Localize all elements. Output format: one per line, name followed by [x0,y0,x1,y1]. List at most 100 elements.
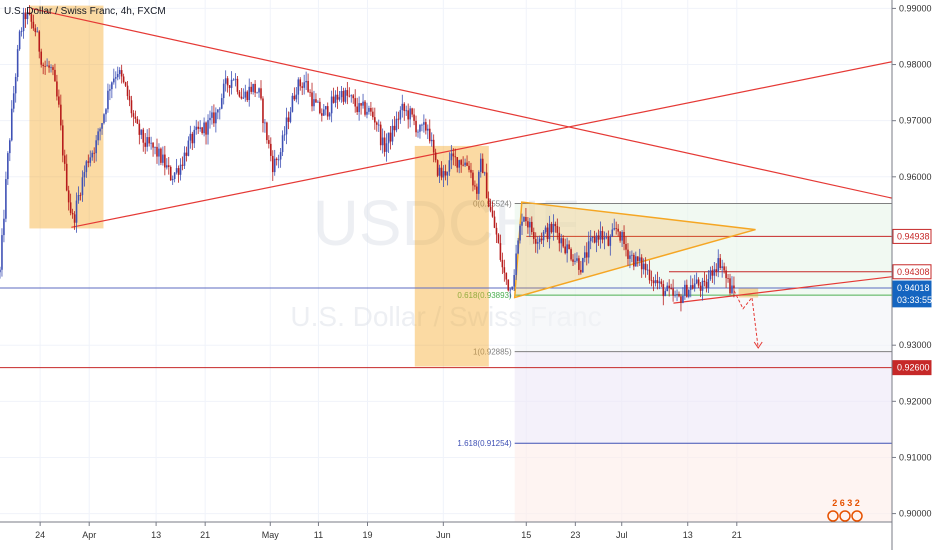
candle-body [476,186,478,194]
candle-body [28,12,31,15]
candle-body [207,120,209,135]
x-tick-label: Jul [616,530,628,540]
candle-body [605,236,608,238]
x-tick-label: 23 [570,530,580,540]
x-tick-label: Jun [436,530,451,540]
candle-body [723,266,725,271]
candle-body [60,104,62,126]
candle-body [85,161,88,173]
candle-body [240,96,243,99]
candle-body [603,237,606,240]
candle-body [576,258,578,261]
candle-body [18,31,21,50]
candle-body [574,260,576,262]
candle-body [613,228,616,230]
candle-body [578,258,580,270]
candle-body [226,78,229,86]
candle-body [478,171,480,194]
candle-body [332,96,335,103]
candle-body [733,285,735,289]
candle-body [648,269,651,281]
candle-body [460,160,462,165]
candle-body [113,78,115,83]
candle-body [401,103,404,111]
candle-body [570,249,572,260]
candle-body [0,269,1,273]
candle-body [330,96,333,114]
candle-body [191,133,194,144]
candle-body [167,165,170,167]
fibonacci-layer: 0(0.95524)0.618(0.93893)1(0.92885)1.618(… [457,200,892,522]
candle-body [254,83,256,93]
candle-body [646,269,649,271]
candle-body [688,289,690,297]
candle-body [315,99,317,103]
candle-body [572,259,574,262]
candle-body [262,98,264,124]
candle-body [430,139,433,142]
candle-body [142,129,145,143]
candle-body [707,279,710,288]
candle-body [230,79,233,88]
candle-body [344,90,347,102]
candle-body [256,92,258,94]
candle-body [152,142,154,148]
y-tick-label: 0.97000 [899,116,932,126]
candle-body [458,160,461,168]
candle-body [686,284,688,297]
fib-zone [514,351,892,444]
candle-body [334,94,337,103]
candle-body [103,114,105,124]
candle-body [258,88,260,93]
candle-body [203,122,205,134]
candle-body [397,118,400,120]
projection-arrowhead [753,341,763,349]
candle-body [164,154,166,168]
fib-zone [514,295,892,352]
candle-body [328,113,331,117]
candle-body [678,293,680,297]
candle-body [273,158,276,173]
y-tick-label: 0.98000 [899,60,932,70]
candle-body [640,257,643,270]
candle-body [238,91,241,97]
x-tick-label: 21 [732,530,742,540]
candle-body [395,118,398,131]
candle-body [224,78,227,84]
candle-body [617,228,619,232]
candle-body [619,231,621,241]
candle-body [309,91,311,93]
candle-body [534,239,537,244]
candle-body [513,275,515,287]
candle-body [317,101,319,103]
candle-body [5,179,7,219]
candle-body [20,31,23,32]
candle-body [93,152,95,154]
candle-body [348,95,351,97]
candle-body [389,132,392,142]
candle-body [684,284,686,296]
candle-body [34,28,37,33]
candle-body [324,106,327,110]
price-tag-box [892,264,932,280]
candle-body [642,263,645,270]
candle-body [266,122,268,141]
candle-body [322,109,325,116]
candle-body [548,223,551,240]
candle-body [342,90,345,102]
candle-body [558,232,561,244]
candle-body [393,125,396,131]
candle-body [501,259,504,268]
candle-body [169,166,172,181]
x-tick-label: 21 [200,530,210,540]
candle-body [654,280,657,284]
candle-body [311,92,313,107]
candle-body [195,126,198,130]
y-tick-label: 0.91000 [899,452,932,462]
candle-body [444,171,447,176]
candle-body [611,229,614,237]
candle-body [432,139,435,153]
candle-body [346,90,349,96]
candle-body [14,76,17,94]
